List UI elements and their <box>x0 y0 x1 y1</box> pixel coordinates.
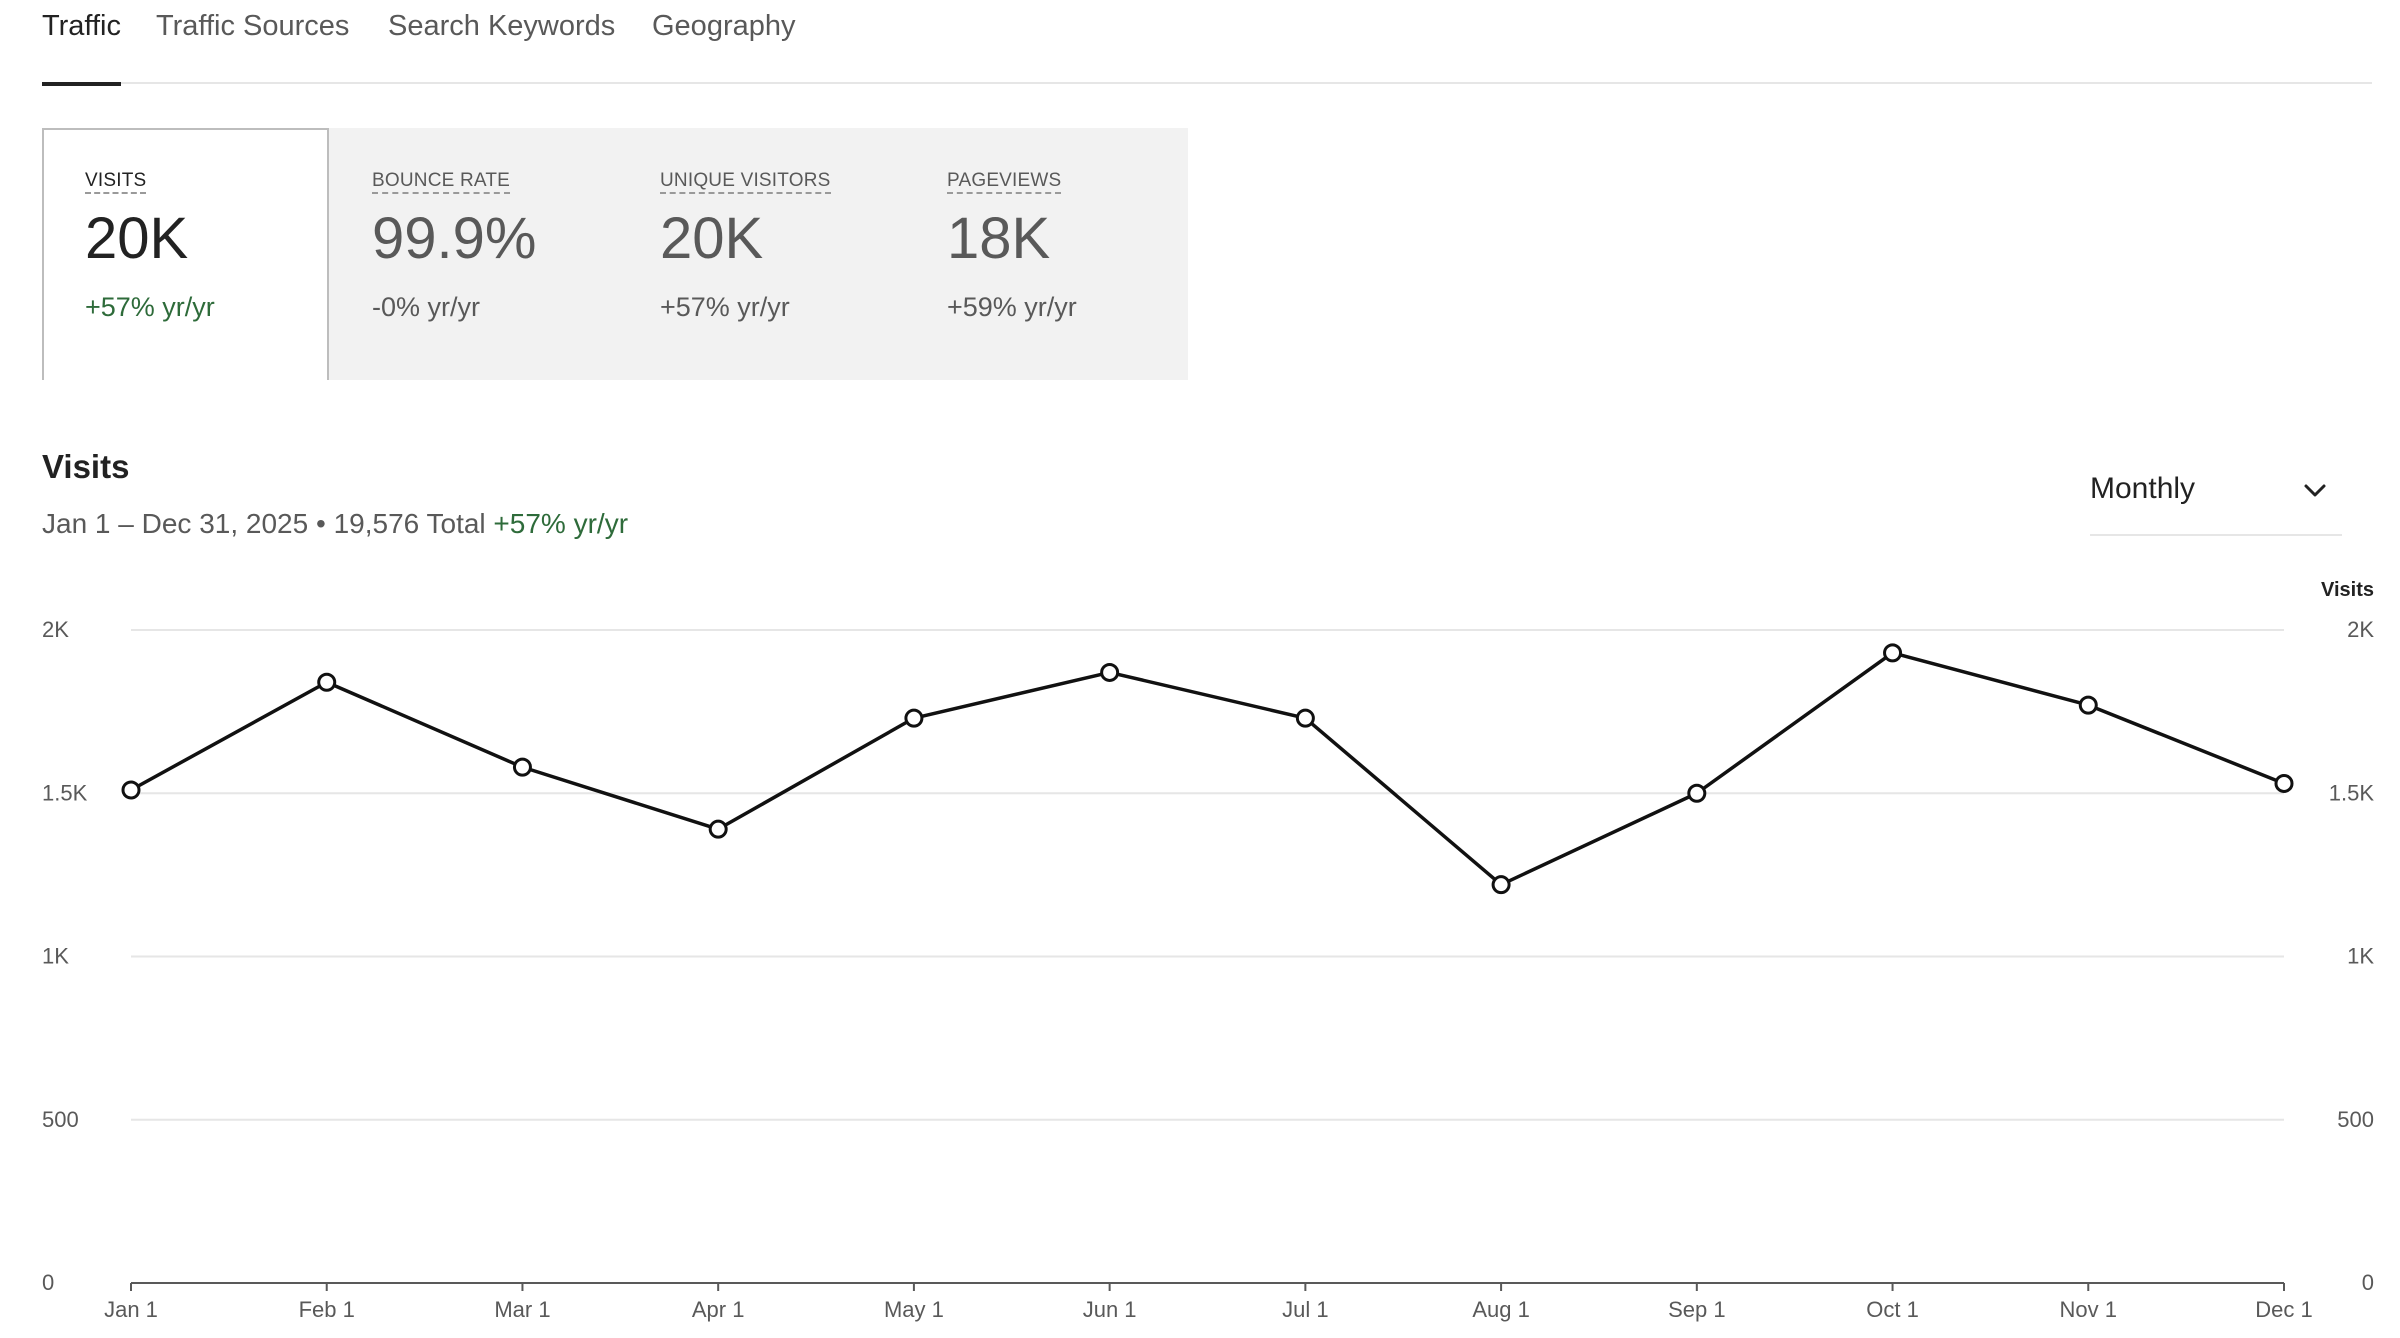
x-tick-label: Feb 1 <box>299 1297 355 1322</box>
metric-label: BOUNCE RATE <box>372 170 511 194</box>
data-point[interactable] <box>121 780 141 800</box>
y-tick-label-right: 2K <box>2347 617 2374 642</box>
metric-change: -0% yr/yr <box>372 292 480 322</box>
data-point[interactable] <box>2078 695 2098 715</box>
metric-value: 99.9% <box>372 206 537 271</box>
period-select-value: Monthly <box>2090 472 2196 505</box>
y-tick-label-left: 0 <box>42 1270 54 1295</box>
x-tick-label: Jun 1 <box>1083 1297 1137 1322</box>
y-axis-right: 0 500 1K 1.5K 2K <box>2329 617 2375 1295</box>
data-point[interactable] <box>2274 773 2294 793</box>
total-change: +57% yr/yr <box>493 508 629 539</box>
x-tick-label: Oct 1 <box>1866 1297 1919 1322</box>
y-tick-label-left: 1K <box>42 944 69 969</box>
metric-value: 18K <box>947 206 1051 271</box>
x-tick-label: Apr 1 <box>692 1297 745 1322</box>
y-tick-label-right: 500 <box>2337 1107 2374 1132</box>
tab-geography[interactable]: Geography <box>652 10 796 42</box>
data-point[interactable] <box>1100 662 1120 682</box>
y-tick-label-right: 1.5K <box>2329 780 2375 805</box>
series-visits <box>121 643 2294 895</box>
metric-value: 20K <box>85 206 189 271</box>
y-tick-label-right: 0 <box>2362 1270 2374 1295</box>
x-tick-label: Jan 1 <box>104 1297 158 1322</box>
data-point[interactable] <box>1883 643 1903 663</box>
separator-dot: • <box>315 508 326 539</box>
y-tick-label-left: 1.5K <box>42 780 88 805</box>
series-line <box>130 651 2285 887</box>
data-point[interactable] <box>317 672 337 692</box>
x-axis: Jan 1 Feb 1 Mar 1 Apr 1 May 1 Jun 1 Jul 1 Aug 1… <box>104 1282 2313 1322</box>
tab-bar: Traffic Traffic Sources Search Keywords … <box>42 0 2372 86</box>
date-range: Jan 1 – Dec 31, 2025 <box>42 508 309 539</box>
y-tick-label-left: 500 <box>42 1107 79 1132</box>
y-axis-left: 0 500 1K 1.5K 2K <box>42 617 88 1295</box>
metric-label: VISITS <box>85 170 147 194</box>
chevron-down-icon <box>2304 484 2326 497</box>
metric-change: +57% yr/yr <box>85 292 215 322</box>
total-visits: 19,576 Total <box>333 508 486 539</box>
metric-card-pageviews[interactable]: PAGEVIEWS 18K +59% yr/yr <box>904 128 1191 380</box>
chart-subtitle: Jan 1 – Dec 31, 2025 • 19,576 Total +57%… <box>42 508 628 540</box>
x-tick-label: Mar 1 <box>494 1297 550 1322</box>
x-tick-label: Jul 1 <box>1282 1297 1328 1322</box>
metric-card-unique-visitors[interactable]: UNIQUE VISITORS 20K +57% yr/yr <box>617 128 904 380</box>
metric-change: +57% yr/yr <box>660 292 790 322</box>
metric-label: PAGEVIEWS <box>947 170 1062 194</box>
chart-title: Visits <box>42 448 130 485</box>
data-point[interactable] <box>1491 875 1511 895</box>
data-point[interactable] <box>1687 783 1707 803</box>
metric-card-bounce-rate[interactable]: BOUNCE RATE 99.9% -0% yr/yr <box>329 128 616 380</box>
metric-value: 20K <box>660 206 764 271</box>
y-tick-label-left: 2K <box>42 617 69 642</box>
x-tick-label: Sep 1 <box>1668 1297 1726 1322</box>
x-tick-label: Aug 1 <box>1472 1297 1530 1322</box>
y-axis-right-title: Visits <box>2321 579 2374 601</box>
data-point[interactable] <box>708 819 728 839</box>
x-tick-label: May 1 <box>884 1297 944 1322</box>
metric-cards: VISITS 20K +57% yr/yr BOUNCE RATE 99.9% … <box>42 128 1188 380</box>
metric-label: UNIQUE VISITORS <box>660 170 831 194</box>
metric-card-visits[interactable]: VISITS 20K +57% yr/yr <box>42 128 329 380</box>
x-tick-label: Nov 1 <box>2060 1297 2117 1322</box>
data-point[interactable] <box>904 708 924 728</box>
metric-change: +59% yr/yr <box>947 292 1077 322</box>
grid-lines <box>131 629 2284 1121</box>
x-tick-label: Dec 1 <box>2255 1297 2312 1322</box>
tab-search-keywords[interactable]: Search Keywords <box>388 10 616 42</box>
period-select[interactable]: Monthly <box>2090 468 2342 536</box>
tab-traffic-sources[interactable]: Traffic Sources <box>156 10 350 42</box>
data-point[interactable] <box>1295 708 1315 728</box>
y-tick-label-right: 1K <box>2347 944 2374 969</box>
visits-line-chart: 0 500 1K 1.5K 2K 0 500 1K 1.5K 2K Visits Jan 1 Fe… <box>42 579 2375 1322</box>
data-point[interactable] <box>512 757 532 777</box>
tab-traffic[interactable]: Traffic <box>42 10 121 86</box>
